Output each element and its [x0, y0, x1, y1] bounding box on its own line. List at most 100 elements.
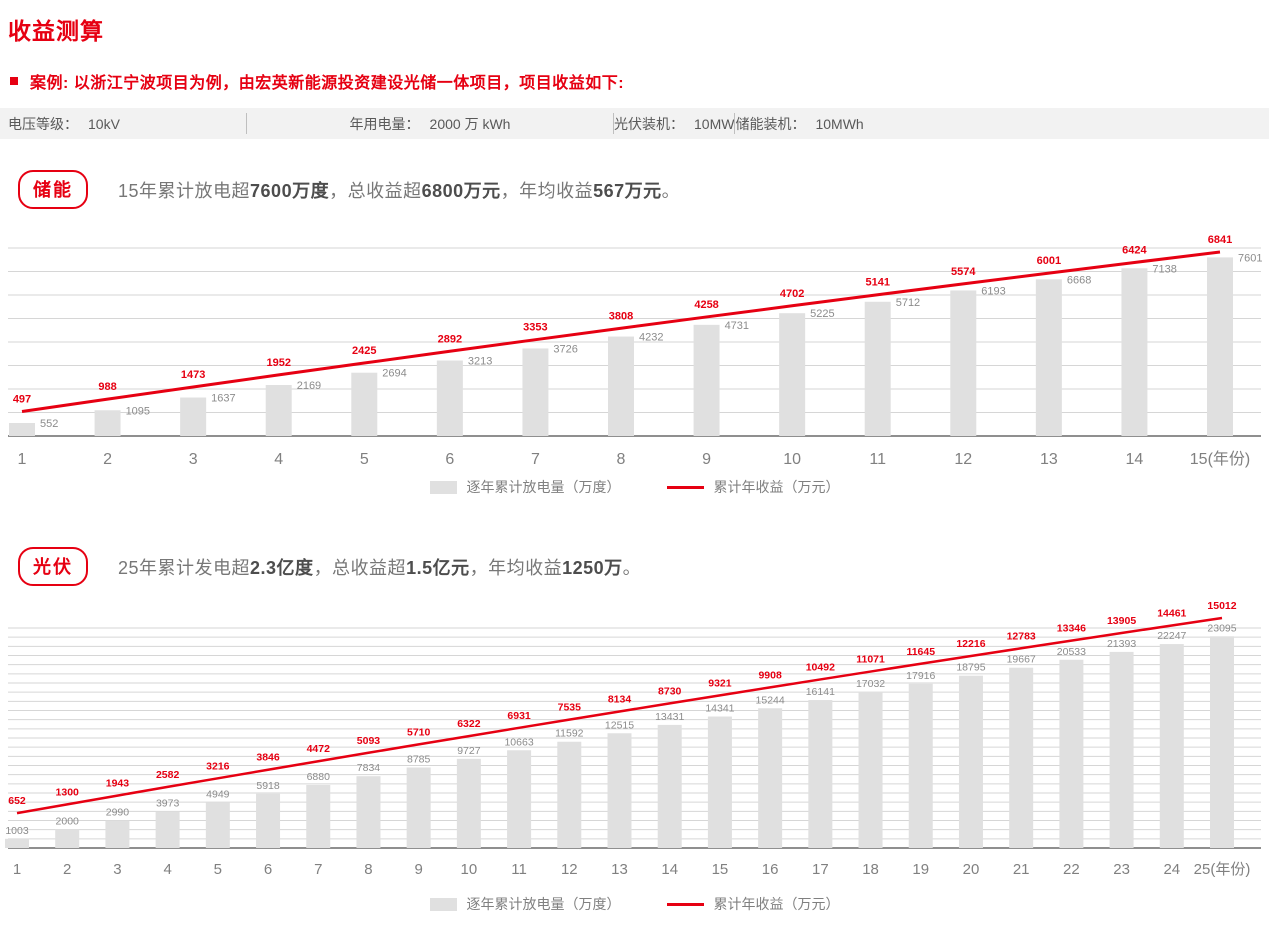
bar-value-label: 3213 [468, 355, 492, 367]
x-axis-tick-label: 23 [1113, 861, 1130, 878]
headline-segment: 567万元 [593, 180, 662, 201]
headline-segment: ，年均收益 [469, 557, 563, 578]
x-axis-tick-label: 6 [445, 451, 454, 468]
pv-section-header: 光伏 25年累计发电超2.3亿度，总收益超1.5亿元，年均收益1250万。 [18, 547, 1269, 586]
info-item-label: 光伏装机： [614, 115, 684, 132]
line-value-label: 652 [8, 795, 26, 807]
x-axis-tick-label: 10 [461, 861, 478, 878]
x-axis-tick-label: 16 [762, 861, 779, 878]
bar [507, 750, 532, 848]
line-value-label: 8134 [608, 693, 632, 705]
bar-value-label: 9727 [457, 745, 481, 757]
bar [1210, 636, 1234, 848]
line-value-label: 4702 [780, 288, 804, 300]
headline-segment: ，总收益超 [313, 557, 407, 578]
x-axis-tick-label: 1 [18, 451, 27, 468]
line-value-label: 988 [98, 381, 116, 393]
line-value-label: 1952 [266, 357, 290, 369]
legend-item: 累计年收益（万元） [666, 477, 840, 497]
info-item-value: 2000 万 kWh [429, 115, 511, 132]
info-item: 储能装机： 10MWh [735, 108, 863, 139]
x-axis-tick-label: 7 [531, 451, 540, 468]
line-value-label: 2582 [156, 769, 180, 781]
line-value-label: 7535 [558, 702, 582, 714]
x-axis-tick-label: 21 [1013, 861, 1030, 878]
bar-value-label: 20533 [1057, 646, 1086, 658]
x-axis-tick-label: 8 [364, 861, 372, 878]
info-item-value: 10kV [88, 115, 120, 132]
bar-value-label: 21393 [1107, 638, 1136, 650]
bar-value-label: 13431 [655, 711, 684, 723]
x-axis-tick-label: 12 [561, 861, 578, 878]
x-axis-tick-label: 24 [1163, 861, 1180, 878]
line-value-label: 12216 [956, 638, 985, 650]
info-item: 年用电量： 2000 万 kWh [247, 108, 613, 139]
line-value-label: 6001 [1037, 255, 1061, 267]
line-value-label: 4258 [694, 299, 718, 311]
bar-value-label: 7601 [1238, 252, 1262, 264]
line-value-label: 6841 [1208, 234, 1232, 246]
bar [205, 802, 230, 848]
x-axis-tick-label: 19 [912, 861, 929, 878]
bar [356, 776, 381, 848]
bar-value-label: 8785 [407, 753, 431, 765]
bar [1009, 667, 1034, 848]
revenue-line [16, 616, 1223, 815]
bar-value-label: 5225 [810, 308, 834, 320]
headline-segment: 25年累计发电超 [118, 557, 251, 578]
bar-value-label: 2000 [56, 816, 80, 828]
x-axis-tick-label: 4 [274, 451, 283, 468]
bar-value-label: 22247 [1157, 630, 1186, 642]
bar [1207, 257, 1233, 436]
revenue-line [21, 250, 1221, 413]
line-value-label: 3846 [256, 752, 280, 764]
bar [456, 758, 481, 848]
headline-segment: 15年累计放电超 [118, 180, 251, 201]
x-axis-tick-label: 14 [1126, 451, 1144, 468]
line-swatch-icon [666, 902, 704, 906]
x-axis-tick-label: 15 [712, 861, 729, 878]
headline-segment: 。 [622, 557, 642, 578]
project-info-bar: 电压等级： 10kV 年用电量： 2000 万 kWh 光伏装机： 10MW 储能装机： 10… [0, 108, 1269, 139]
x-axis-tick-label: 20 [963, 861, 980, 878]
bar-value-label: 16141 [806, 686, 835, 698]
pv-chart: 1003 1 2000 2 2990 3 3973 4 4949 5 5918 6 6880 7 7834 8… [5, 600, 1261, 878]
bar [808, 700, 833, 848]
bar [1159, 644, 1184, 848]
headline-segment: 6800万元 [421, 180, 501, 201]
bar [779, 313, 806, 436]
line-value-label: 11645 [906, 646, 935, 658]
line-value-label: 3216 [206, 760, 230, 772]
bar-value-label: 5918 [256, 780, 280, 792]
bar-value-label: 4232 [639, 332, 663, 344]
bar-value-label: 18795 [956, 662, 985, 674]
x-axis-tick-label: 17 [812, 861, 829, 878]
bar-value-label: 6880 [307, 771, 331, 783]
x-axis-tick-label: 4 [163, 861, 171, 878]
info-item-value: 10MW [694, 115, 735, 132]
x-axis-tick-label: 2 [63, 861, 71, 878]
line-value-label: 13905 [1107, 615, 1136, 627]
line-value-label: 497 [13, 394, 31, 406]
x-axis-tick-label: 22 [1063, 861, 1080, 878]
bar [1035, 279, 1062, 436]
bar-value-label: 4731 [725, 320, 749, 332]
storage-badge: 储能 [18, 170, 88, 209]
bar [306, 784, 331, 848]
x-axis-tick-label: 13 [1040, 451, 1058, 468]
bar-swatch-icon [429, 897, 457, 911]
bar [180, 397, 207, 436]
headline-segment: 7600万度 [250, 180, 330, 201]
storage-chart-legend: 逐年累计放电量（万度） 累计年收益（万元） [0, 477, 1269, 497]
line-value-label: 3353 [523, 322, 547, 334]
headline-segment: 2.3亿度 [250, 557, 314, 578]
x-axis-tick-label: 5 [214, 861, 222, 878]
bar [1109, 651, 1134, 848]
bar-value-label: 3726 [553, 343, 577, 355]
line-value-label: 5574 [951, 266, 976, 278]
x-axis-tick-label: 11 [511, 861, 527, 878]
bar [864, 301, 891, 436]
bar-value-label: 2694 [382, 368, 406, 380]
line-value-label: 2892 [438, 333, 462, 345]
bar [958, 675, 983, 848]
